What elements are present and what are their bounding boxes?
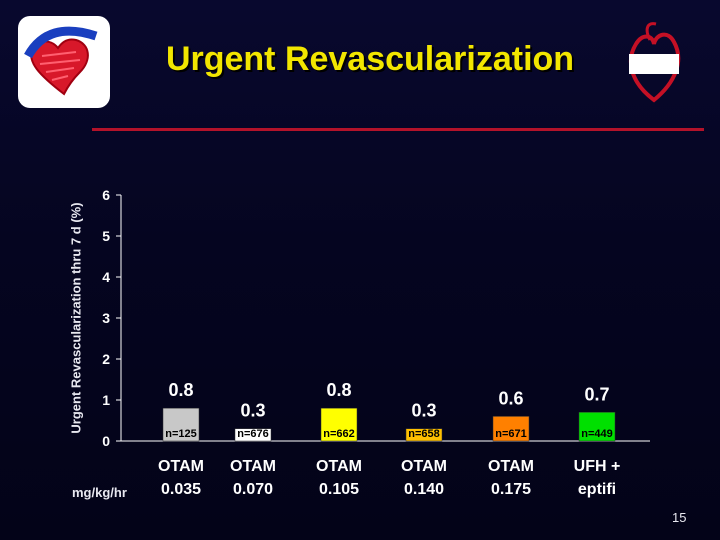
- category-label-dose: eptifi: [577, 481, 617, 498]
- page-number: 15: [672, 510, 687, 525]
- bar: [405, 428, 443, 442]
- bar-value-label: 0.6: [498, 388, 523, 408]
- bar-value-label: 0.8: [326, 380, 351, 400]
- category-label-dose: 0.140: [403, 481, 445, 498]
- category-label-dose: 0.105: [318, 481, 360, 498]
- category-label-dose: 0.175: [490, 481, 532, 498]
- bar: [492, 416, 530, 442]
- y-tick-label: 4: [102, 269, 110, 285]
- bar-value-label: 0.3: [240, 401, 265, 421]
- bar-value-label: 0.3: [411, 401, 436, 421]
- bar-n-label: n=676: [237, 428, 269, 440]
- title-divider: [92, 128, 704, 131]
- y-tick-label: 0: [102, 433, 110, 449]
- bar-value-label: 0.8: [168, 380, 193, 400]
- y-tick-label: 5: [102, 228, 110, 244]
- bar-n-label: n=449: [581, 428, 613, 440]
- dose-unit-label: mg/kg/hr: [72, 485, 127, 500]
- category-label-drug: OTAM: [401, 458, 447, 475]
- category-label-drug: UFH +: [573, 458, 621, 475]
- bar: [162, 407, 200, 442]
- page-title: Urgent Revascularization: [165, 40, 575, 78]
- category-label-drug: OTAM: [488, 458, 534, 475]
- category-label-dose: 0.035: [160, 481, 202, 498]
- y-tick-label: 2: [102, 351, 110, 367]
- timi-logo: [624, 20, 684, 104]
- category-label-dose: 0.070: [232, 481, 274, 498]
- y-tick-label: 1: [102, 392, 110, 408]
- bar: [320, 407, 358, 442]
- y-tick-label: 3: [102, 310, 110, 326]
- bar-value-label: 0.7: [584, 384, 609, 404]
- bar: [578, 412, 616, 442]
- category-label-drug: OTAM: [230, 458, 276, 475]
- bar: [234, 428, 272, 442]
- timi-heart-icon: [628, 22, 681, 103]
- bar-n-label: n=658: [408, 428, 440, 440]
- heart-logo-icon: [24, 26, 98, 96]
- bar-n-label: n=125: [165, 428, 197, 440]
- y-tick-label: 6: [102, 187, 110, 203]
- category-label-drug: OTAM: [316, 458, 362, 475]
- bar-n-label: n=662: [323, 428, 355, 440]
- sepia-acs1-logo: [18, 16, 110, 108]
- category-label-drug: OTAM: [158, 458, 204, 475]
- bar-n-label: n=671: [495, 428, 527, 440]
